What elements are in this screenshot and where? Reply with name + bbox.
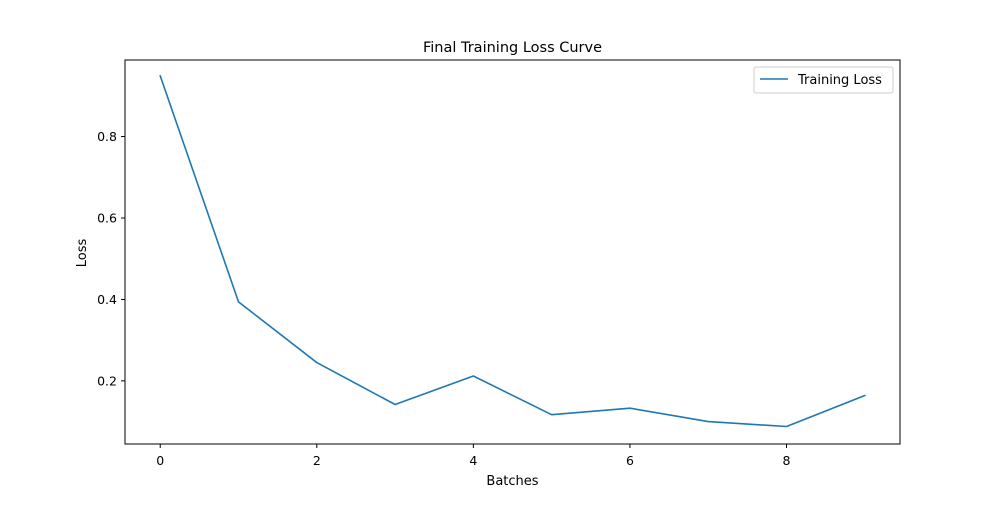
x-axis-label: Batches — [486, 474, 538, 489]
axes-frame — [124, 59, 901, 445]
y-axis-label: Loss — [75, 239, 90, 268]
plot-area: 0 2 4 6 8 0.2 0.4 0.6 0.8 — [97, 59, 901, 468]
y-tick-label-0: 0.2 — [97, 373, 117, 388]
series-line-0 — [159, 74, 866, 428]
legend-label-training-loss: Training Loss — [797, 73, 882, 88]
x-tick-label-4: 8 — [783, 453, 791, 468]
chart-title: Final Training Loss Curve — [423, 40, 602, 56]
x-tick-label-3: 6 — [626, 453, 634, 468]
y-tick-label-1: 0.4 — [97, 292, 117, 307]
legend-box — [753, 66, 894, 94]
legend: Training Loss — [753, 66, 894, 94]
x-tick-label-1: 2 — [313, 453, 321, 468]
y-tick-label-2: 0.6 — [97, 210, 117, 225]
x-tick-label-0: 0 — [156, 453, 164, 468]
y-tick-label-3: 0.8 — [97, 129, 117, 144]
x-tick-label-2: 4 — [469, 453, 477, 468]
